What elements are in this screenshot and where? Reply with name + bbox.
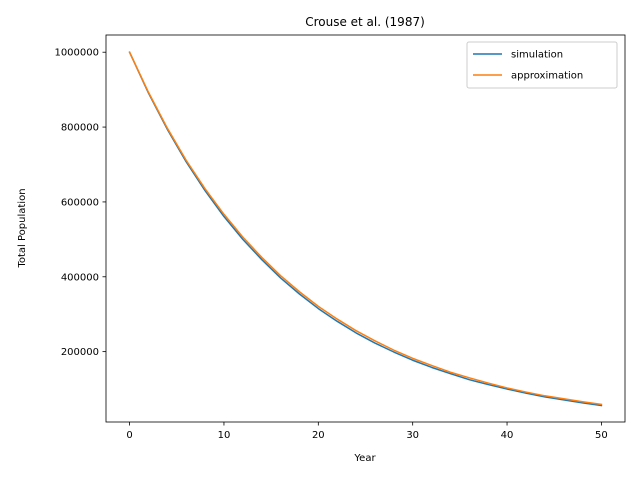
y-tick-label: 800000	[61, 123, 99, 134]
legend-label-simulation: simulation	[511, 50, 563, 61]
y-tick-label: 1000000	[54, 48, 99, 59]
series-line-simulation	[128, 51, 603, 407]
chart-title: Crouse et al. (1987)	[305, 15, 425, 29]
x-tick-label: 20	[312, 430, 325, 441]
legend-label-approximation: approximation	[511, 71, 583, 82]
x-axis: 0 10 20 30 40 50	[126, 422, 608, 441]
legend-box	[466, 41, 618, 89]
x-axis-label: Year	[353, 453, 376, 464]
axes-frame	[105, 34, 626, 423]
y-axis: 200000 400000 600000 800000 1000000	[54, 48, 106, 358]
x-tick-label: 10	[218, 430, 231, 441]
y-tick-label: 200000	[61, 347, 99, 358]
x-tick-label: 40	[501, 430, 514, 441]
y-tick-label: 600000	[61, 197, 99, 208]
x-tick-label: 50	[595, 430, 608, 441]
x-tick-label: 0	[126, 430, 132, 441]
y-tick-label: 400000	[61, 272, 99, 283]
legend: simulation approximation	[466, 41, 618, 89]
plot-area	[105, 34, 626, 423]
series-line-approximation	[128, 51, 603, 406]
x-tick-label: 30	[406, 430, 419, 441]
y-axis-label: Total Population	[17, 188, 28, 268]
